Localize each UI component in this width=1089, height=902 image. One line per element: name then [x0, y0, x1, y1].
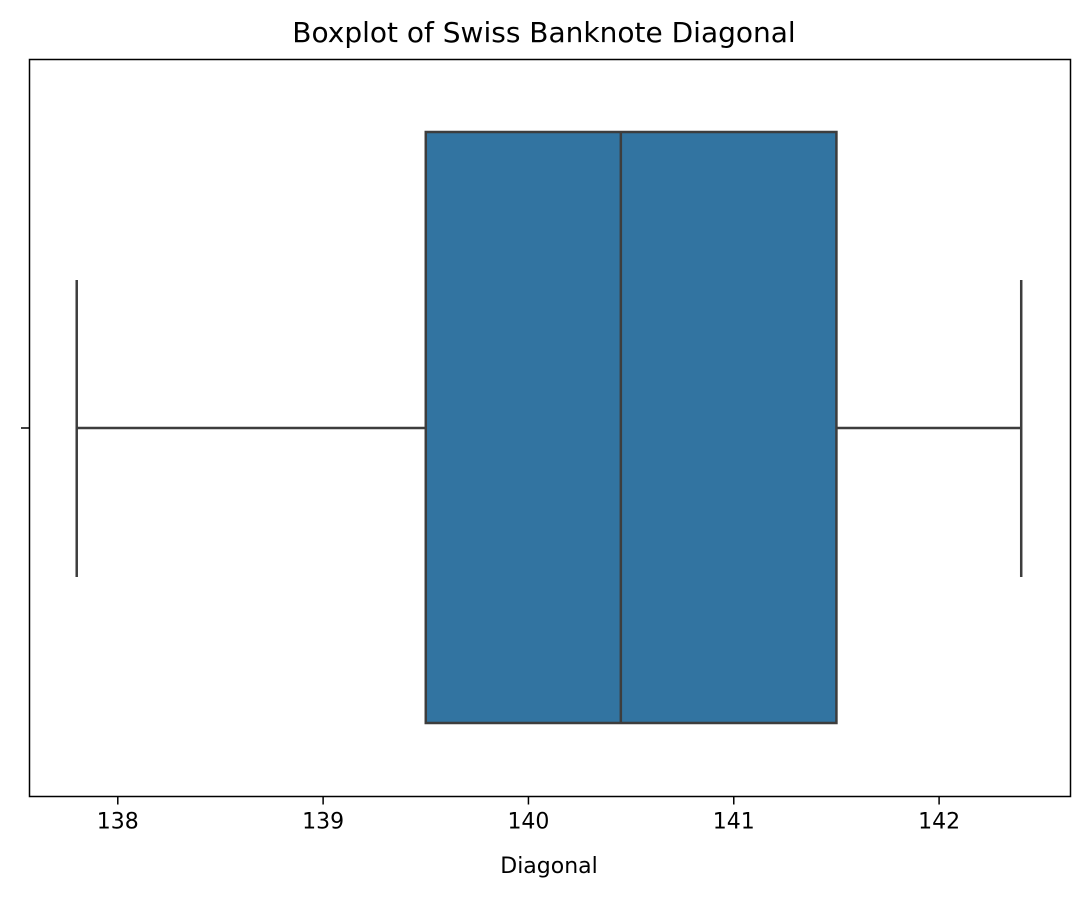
x-axis-ticks: 138 139 140 141 142 [97, 796, 960, 835]
x-tick-label: 139 [302, 810, 344, 835]
x-axis-label: Diagonal [500, 854, 598, 879]
x-tick-label: 141 [713, 810, 755, 835]
x-tick-label: 142 [918, 810, 960, 835]
x-tick-label: 138 [97, 810, 139, 835]
box-layer [75, 130, 1023, 725]
chart-title: Boxplot of Swiss Banknote Diagonal [292, 16, 795, 49]
iqr-box [424, 130, 838, 725]
x-tick-label: 140 [507, 810, 549, 835]
